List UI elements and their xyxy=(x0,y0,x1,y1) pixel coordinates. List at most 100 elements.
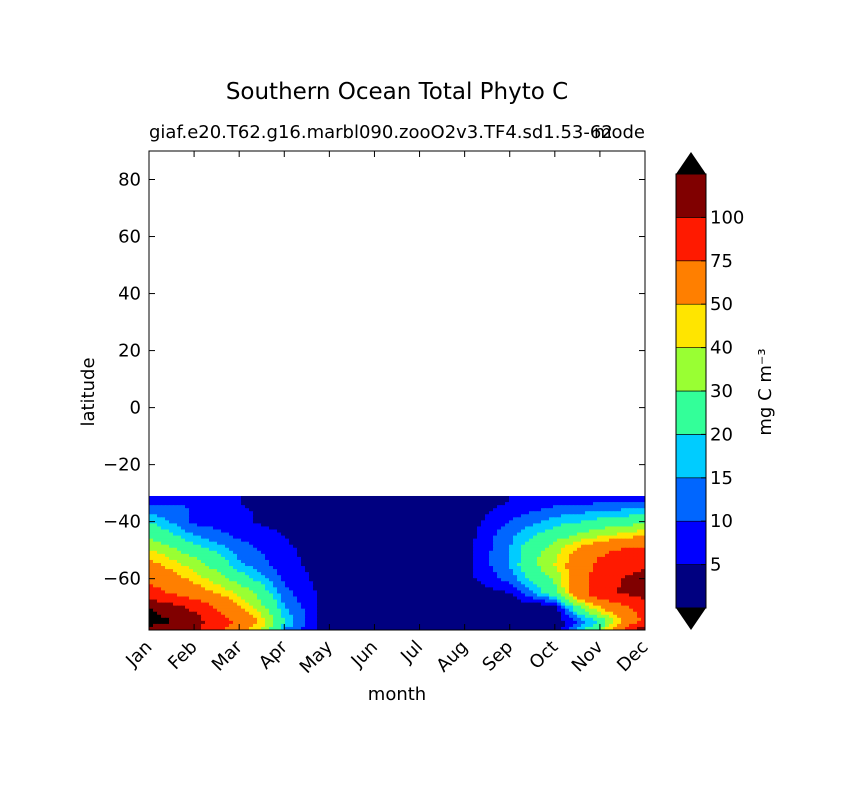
contour-cell xyxy=(629,550,634,555)
contour-cell xyxy=(497,614,502,619)
contour-cell xyxy=(637,602,642,607)
contour-cell xyxy=(401,535,406,540)
contour-cell xyxy=(457,535,462,540)
contour-cell xyxy=(253,572,258,576)
contour-cell xyxy=(301,544,306,549)
contour-cell xyxy=(581,593,586,598)
contour-cell xyxy=(425,602,430,607)
contour-cell xyxy=(205,517,210,521)
contour-cell xyxy=(553,596,558,601)
contour-cell xyxy=(205,614,210,619)
contour-cell xyxy=(337,544,342,549)
contour-cell xyxy=(313,502,318,506)
contour-cell xyxy=(425,495,430,500)
contour-cell xyxy=(401,523,406,528)
contour-cell xyxy=(205,502,210,506)
contour-cell xyxy=(209,575,214,579)
contour-cell xyxy=(261,514,266,518)
contour-cell xyxy=(189,569,194,573)
contour-cell xyxy=(585,611,590,616)
contour-cell xyxy=(281,547,286,552)
contour-cell xyxy=(529,578,534,582)
contour-cell xyxy=(477,572,482,576)
contour-cell xyxy=(417,541,422,546)
contour-cell xyxy=(321,599,326,604)
contour-cell xyxy=(261,593,266,598)
contour-cell xyxy=(529,575,534,579)
contour-cell xyxy=(201,569,206,573)
contour-cell xyxy=(217,572,222,576)
contour-cell xyxy=(433,563,438,567)
contour-cell xyxy=(517,544,522,549)
contour-cell xyxy=(213,581,218,585)
contour-cell xyxy=(529,563,534,567)
contour-cell xyxy=(401,581,406,585)
contour-cell xyxy=(177,547,182,552)
contour-cell xyxy=(629,499,634,503)
contour-cell xyxy=(285,581,290,585)
contour-cell xyxy=(445,520,450,525)
contour-cell xyxy=(637,517,642,521)
contour-cell xyxy=(385,495,390,500)
contour-cell xyxy=(501,508,506,512)
contour-cell xyxy=(249,556,254,561)
contour-cell xyxy=(269,584,274,588)
contour-cell xyxy=(461,563,466,567)
contour-cell xyxy=(297,608,302,613)
contour-cell xyxy=(505,538,510,543)
contour-cell xyxy=(325,495,330,500)
contour-cell xyxy=(469,566,474,570)
contour-cell xyxy=(237,563,242,567)
contour-cell xyxy=(597,541,602,546)
contour-cell xyxy=(397,508,402,512)
contour-cell xyxy=(501,505,506,509)
contour-cell xyxy=(465,575,470,579)
contour-cell xyxy=(633,502,638,506)
contour-cell xyxy=(393,495,398,500)
contour-cell xyxy=(173,596,178,601)
contour-cell xyxy=(517,556,522,561)
contour-cell xyxy=(525,608,530,613)
contour-cell xyxy=(177,575,182,579)
contour-cell xyxy=(169,511,174,515)
contour-cell xyxy=(301,523,306,528)
contour-cell xyxy=(285,532,290,537)
contour-cell xyxy=(157,581,162,585)
contour-cell xyxy=(465,495,470,500)
contour-cell xyxy=(149,520,154,525)
contour-cell xyxy=(501,523,506,528)
contour-cell xyxy=(297,614,302,619)
contour-cell xyxy=(401,602,406,607)
contour-cell xyxy=(369,495,374,500)
contour-cell xyxy=(609,520,614,525)
contour-cell xyxy=(497,532,502,537)
contour-cell xyxy=(569,514,574,518)
contour-cell xyxy=(365,520,370,525)
contour-cell xyxy=(433,511,438,515)
contour-cell xyxy=(249,502,254,506)
contour-cell xyxy=(377,508,382,512)
contour-cell xyxy=(353,556,358,561)
contour-cell xyxy=(509,520,514,525)
contour-cell xyxy=(265,587,270,592)
contour-cell xyxy=(589,553,594,558)
contour-cell xyxy=(513,599,518,604)
contour-cell xyxy=(537,563,542,567)
contour-cell xyxy=(153,596,158,601)
contour-cell xyxy=(209,559,214,564)
contour-cell xyxy=(165,596,170,601)
contour-cell xyxy=(605,553,610,558)
contour-cell xyxy=(501,547,506,552)
contour-cell xyxy=(277,517,282,521)
contour-cell xyxy=(453,605,458,610)
contour-cell xyxy=(321,578,326,582)
contour-cell xyxy=(453,541,458,546)
contour-cell xyxy=(281,602,286,607)
contour-cell xyxy=(313,538,318,543)
contour-cell xyxy=(365,584,370,588)
contour-cell xyxy=(177,569,182,573)
contour-cell xyxy=(169,495,174,500)
contour-cell xyxy=(569,563,574,567)
contour-cell xyxy=(525,578,530,582)
contour-cell xyxy=(225,544,230,549)
